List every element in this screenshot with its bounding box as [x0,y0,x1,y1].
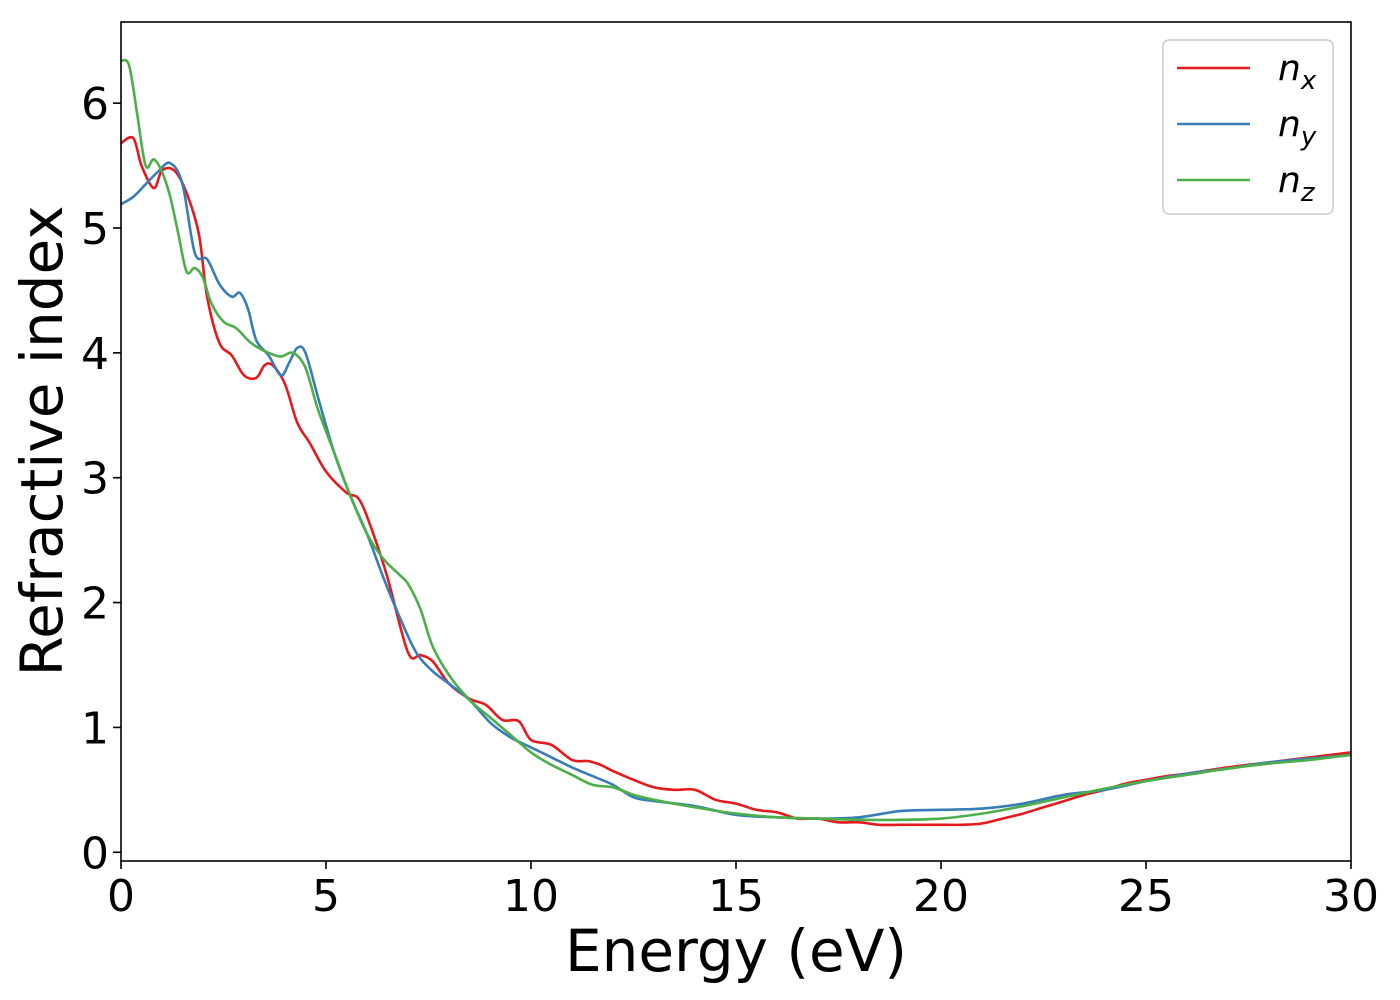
series-line-x [120,135,1352,827]
series-layer [120,58,1352,827]
x-tick-label: 5 [312,871,340,922]
y-tick-label: 5 [81,204,109,255]
y-tick-label: 1 [81,703,109,754]
y-tick-label: 4 [81,329,109,380]
x-tick-label: 20 [913,871,969,922]
x-tick-label: 0 [107,871,135,922]
x-tick-label: 30 [1323,871,1379,922]
y-tick-label: 3 [81,454,109,505]
legend-label-x: nx [1278,48,1317,96]
y-tick-label: 0 [81,828,109,879]
y-tick-label: 6 [81,79,109,130]
legend: nx ny nz [1162,39,1334,215]
legend-label-z: nz [1278,160,1316,208]
x-tick-label: 10 [503,871,559,922]
x-tick-label: 25 [1118,871,1174,922]
legend-box [1162,39,1334,215]
y-tick-label: 2 [81,579,109,630]
y-axis-label: Refractive index [8,205,76,676]
plot-background [121,22,1351,861]
x-axis: 0 5 10 15 20 25 30 [107,861,1379,922]
series-line-z [120,58,1352,822]
series-line-y [120,161,1352,820]
x-tick-label: 15 [708,871,764,922]
x-axis-label: Energy (eV) [565,917,907,985]
legend-label-y: ny [1278,104,1317,152]
y-axis: 0 1 2 3 4 5 6 [81,79,121,879]
